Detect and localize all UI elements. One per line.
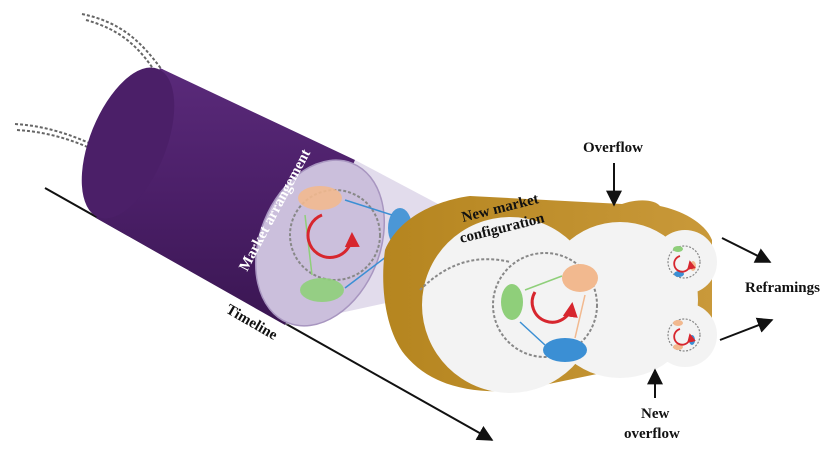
reframing-arrow-bottom — [720, 320, 772, 340]
overflow-label: Overflow — [583, 140, 643, 156]
new-overflow-label-2: overflow — [624, 426, 680, 442]
market-arrangement-cylinder — [63, 55, 440, 346]
green-actor-node — [300, 278, 344, 302]
reframing-lobe-bottom — [653, 303, 717, 367]
blue-actor-node — [543, 338, 587, 362]
reframings-label: Reframings — [745, 280, 820, 296]
new-overflow-label-1: New — [641, 406, 669, 422]
green-actor-node — [501, 284, 523, 320]
reframing-arrow-top — [722, 238, 770, 262]
orange-actor-node — [562, 264, 598, 292]
reframing-lobe-top — [653, 230, 717, 294]
orange-actor-node — [298, 186, 342, 210]
new-market-tube — [383, 196, 717, 393]
